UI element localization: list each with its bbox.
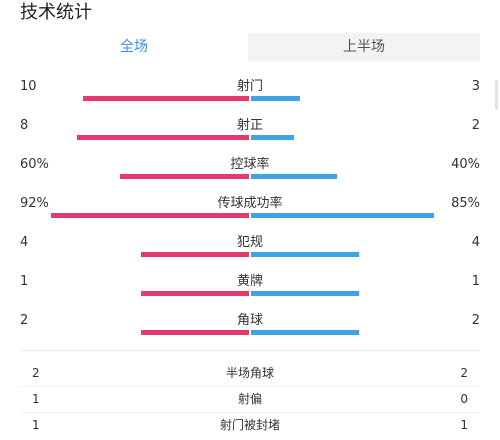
- home-bar: [120, 174, 249, 179]
- away-value: 3: [471, 79, 480, 94]
- away-value: 4: [471, 235, 480, 250]
- tab-full-match[interactable]: 全场: [20, 33, 248, 61]
- stat-label: 控球率: [230, 157, 270, 172]
- page-title: 技术统计: [20, 2, 92, 23]
- away-bar: [251, 174, 337, 179]
- away-value: 2: [471, 313, 480, 328]
- home-bar: [83, 96, 249, 101]
- stat-row: 60% 控球率 40%: [0, 157, 500, 197]
- stat-label: 射门: [236, 79, 263, 94]
- home-value: 10: [20, 79, 37, 94]
- home-bar: [77, 135, 249, 140]
- scrollbar[interactable]: [495, 80, 498, 110]
- home-value: 60%: [20, 157, 49, 172]
- stat-row: 2 角球 2: [0, 313, 500, 353]
- away-bar: [251, 291, 359, 296]
- stat-label: 传球成功率: [217, 196, 283, 211]
- stat-label: 半场角球: [225, 366, 274, 380]
- list-item: 半场角球 2 2: [20, 361, 480, 385]
- stat-label: 角球: [236, 313, 263, 328]
- stat-label: 射偏: [237, 392, 262, 406]
- away-value: 2: [471, 118, 480, 133]
- home-value: 2: [20, 313, 29, 328]
- away-value: 85%: [451, 196, 480, 211]
- away-value: 2: [460, 366, 468, 380]
- stat-label: 射正: [236, 118, 263, 133]
- list-item: 射偏 1 0: [20, 387, 480, 411]
- home-value: 1: [20, 274, 29, 289]
- stat-row: 10 射门 3: [0, 79, 500, 119]
- stat-row: 8 射正 2: [0, 118, 500, 158]
- away-bar: [251, 252, 359, 257]
- away-bar: [251, 213, 434, 218]
- away-bar: [251, 330, 359, 335]
- list-item: 射门被封堵 1 1: [20, 413, 480, 437]
- home-value: 4: [20, 235, 29, 250]
- home-value: 92%: [20, 196, 49, 211]
- away-value: 0: [460, 392, 468, 406]
- home-bar: [141, 252, 249, 257]
- stat-label: 射门被封堵: [219, 418, 280, 432]
- home-bar: [141, 291, 249, 296]
- home-value: 2: [32, 366, 40, 380]
- period-tabs: 全场 上半场: [20, 33, 480, 61]
- home-value: 1: [32, 418, 40, 432]
- away-value: 1: [460, 418, 468, 432]
- home-value: 1: [32, 392, 40, 406]
- away-bar: [251, 135, 294, 140]
- stat-row: 4 犯规 4: [0, 235, 500, 275]
- divider: [20, 350, 480, 351]
- divider: [20, 412, 480, 413]
- stat-label: 犯规: [236, 235, 263, 250]
- away-value: 40%: [451, 157, 480, 172]
- home-value: 8: [20, 118, 29, 133]
- stat-row: 1 黄牌 1: [0, 274, 500, 314]
- home-bar: [141, 330, 249, 335]
- stat-label: 黄牌: [236, 274, 263, 289]
- tab-first-half[interactable]: 上半场: [343, 39, 385, 55]
- divider: [20, 386, 480, 387]
- stat-row: 92% 传球成功率 85%: [0, 196, 500, 236]
- home-bar: [51, 213, 249, 218]
- away-bar: [251, 96, 300, 101]
- away-value: 1: [471, 274, 480, 289]
